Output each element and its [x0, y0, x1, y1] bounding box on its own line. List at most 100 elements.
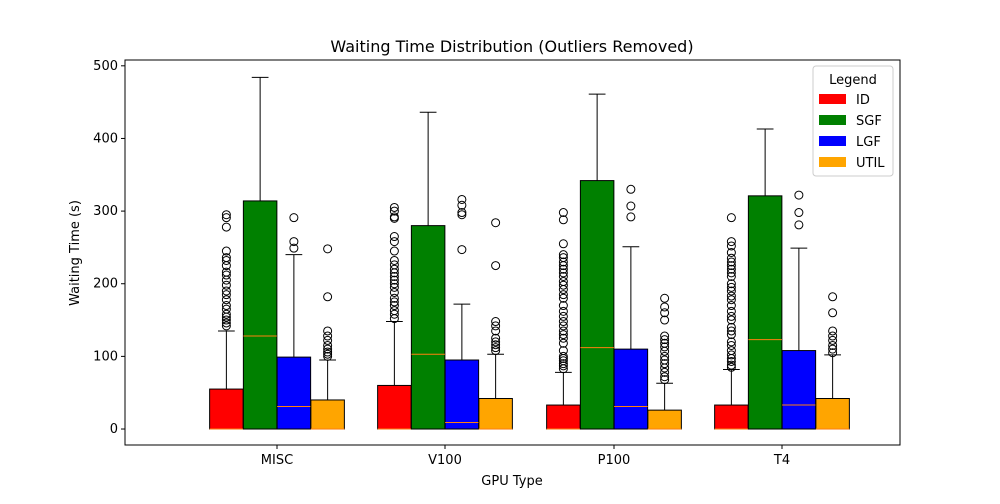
outlier-point [660, 367, 670, 377]
outlier-point [558, 271, 568, 281]
outlier-point [726, 306, 736, 316]
outlier-point [221, 253, 231, 263]
y-tick-label: 0 [110, 422, 118, 437]
outlier-point [323, 326, 333, 336]
outlier-point [726, 264, 736, 274]
x-tick-label: V100 [428, 453, 462, 468]
outlier-point [389, 206, 399, 216]
outlier-point [726, 350, 736, 360]
outlier-point [726, 360, 736, 370]
outlier-point [726, 362, 736, 372]
outlier-point [221, 290, 231, 300]
outlier-point [726, 248, 736, 257]
y-axis-label: Waiting Time (s) [68, 200, 83, 306]
box [747, 195, 783, 430]
outlier-point [660, 293, 670, 303]
outlier-point [491, 321, 501, 331]
outlier-point [389, 287, 399, 297]
outlier-point [660, 335, 670, 345]
outlier-point [726, 337, 736, 347]
outlier-point [289, 237, 299, 247]
outlier-point [660, 372, 670, 382]
outlier-point [221, 213, 231, 223]
outlier-point [221, 321, 231, 331]
outlier-point [389, 246, 399, 256]
box [714, 404, 749, 430]
outlier-point [726, 330, 736, 340]
outlier-point [726, 322, 736, 332]
outlier-point [558, 280, 568, 290]
outlier-point [726, 340, 736, 350]
outlier-point [221, 304, 231, 314]
y-tick-label: 400 [93, 131, 118, 146]
outlier-point [457, 194, 467, 204]
outlier-point [558, 239, 568, 249]
outlier-point [794, 220, 804, 230]
outlier-point [558, 301, 568, 311]
legend-label-id: ID [856, 93, 870, 108]
box [478, 398, 513, 430]
legend-title: Legend [829, 73, 877, 88]
box [209, 388, 244, 430]
outlier-point [558, 361, 568, 371]
outlier-point [491, 218, 501, 228]
outlier-point [221, 210, 231, 220]
outlier-point [289, 243, 299, 253]
box [377, 384, 412, 430]
outlier-point [726, 315, 736, 325]
x-axis-label: GPU Type [481, 474, 542, 489]
outlier-point [221, 280, 231, 290]
outlier-point [323, 292, 333, 302]
outlier-point [726, 279, 736, 289]
outlier-point [491, 346, 501, 356]
outlier-point [558, 208, 568, 218]
outlier-point [558, 333, 568, 343]
outlier-point [726, 253, 736, 263]
box [815, 398, 850, 430]
outlier-point [323, 244, 333, 254]
outlier-point [389, 260, 399, 270]
box [276, 356, 312, 430]
outlier-point [389, 275, 399, 285]
outlier-point [726, 301, 736, 311]
outlier-point [828, 308, 838, 318]
outlier-point [726, 311, 736, 321]
outlier-point [323, 347, 333, 357]
outlier-point [626, 212, 636, 222]
outlier-point [323, 351, 333, 361]
outlier-point [558, 326, 568, 336]
box [410, 225, 446, 430]
series-util [310, 218, 850, 430]
outlier-point [660, 315, 670, 325]
legend-swatch-lgf [819, 136, 846, 146]
series-lgf [276, 184, 817, 430]
outlier-point [389, 255, 399, 265]
outlier-point [389, 282, 399, 292]
y-tick-label: 200 [93, 277, 118, 292]
outlier-point [323, 331, 333, 341]
outlier-point [828, 331, 838, 341]
outlier-point [660, 302, 670, 312]
x-tick-label: T4 [773, 453, 790, 468]
outlier-point [558, 346, 568, 356]
outlier-point [323, 344, 333, 354]
outlier-point [626, 201, 636, 211]
legend-swatch-util [819, 157, 846, 167]
outlier-point [726, 213, 736, 223]
outlier-point [491, 340, 501, 350]
outlier-point [221, 295, 231, 305]
outlier-point [221, 222, 231, 232]
outlier-point [558, 356, 568, 366]
outlier-point [221, 309, 231, 319]
outlier-point [323, 349, 333, 359]
outlier-point [726, 257, 736, 267]
outlier-point [660, 308, 670, 318]
box [613, 348, 649, 430]
outlier-point [389, 212, 399, 222]
outlier-point [726, 291, 736, 301]
outlier-point [558, 338, 568, 348]
outlier-point [794, 208, 804, 218]
outlier-point [558, 311, 568, 321]
outlier-point [389, 293, 399, 303]
